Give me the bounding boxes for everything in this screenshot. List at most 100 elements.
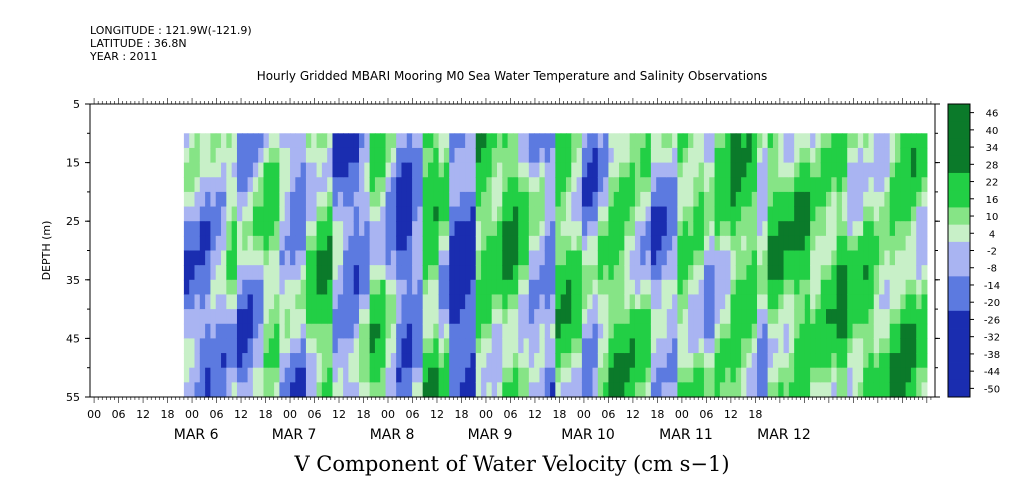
heatmap-cell (703, 133, 710, 149)
heatmap-cell (783, 353, 790, 369)
heatmap-cell (730, 265, 737, 281)
heatmap-cell (884, 323, 891, 339)
heatmap-cell (428, 353, 434, 369)
heatmap-cell (406, 323, 413, 339)
heatmap-cell (799, 162, 806, 178)
heatmap-cell (581, 206, 588, 222)
heatmap-cell (321, 367, 328, 383)
heatmap-cell (332, 294, 339, 310)
heatmap-cell (666, 279, 673, 296)
heatmap-cell (698, 133, 705, 149)
heatmap-cell (353, 162, 360, 178)
heatmap-cell (417, 265, 424, 281)
heatmap-cell (767, 235, 774, 252)
heatmap-cell (560, 235, 567, 252)
heatmap-cell (236, 323, 243, 339)
heatmap-cell (698, 206, 705, 222)
heatmap-cell (751, 309, 758, 325)
heatmap-cell (194, 309, 201, 325)
colorbar-label: 40 (986, 126, 999, 137)
heatmap-cell (905, 338, 912, 354)
heatmap-cell (300, 382, 307, 398)
heatmap-cell (597, 250, 604, 266)
heatmap-cell (873, 353, 880, 369)
heatmap-cell (565, 177, 572, 193)
heatmap-cell (661, 162, 668, 178)
heatmap-cell (640, 133, 647, 149)
heatmap-cell (634, 177, 641, 193)
heatmap-cell (820, 382, 827, 398)
heatmap-cell (401, 133, 408, 149)
heatmap-cell (672, 191, 679, 208)
heatmap-cell (295, 382, 302, 398)
heatmap-cell (507, 250, 514, 266)
heatmap-cell (390, 382, 397, 398)
heatmap-cell (783, 221, 790, 237)
heatmap-cell (512, 206, 519, 222)
heatmap-cell (316, 309, 323, 325)
heatmap-cell (449, 235, 456, 252)
heatmap-cell (778, 133, 785, 149)
heatmap-cell (443, 191, 450, 208)
heatmap-cell (428, 309, 434, 325)
heatmap-cell (327, 294, 334, 310)
heatmap-cell (475, 309, 482, 325)
heatmap-cell (316, 235, 323, 252)
heatmap-cell (465, 338, 472, 354)
heatmap-cell (613, 235, 620, 252)
heatmap-cell (454, 221, 461, 237)
heatmap-cell (316, 191, 323, 208)
heatmap-cell (189, 235, 196, 252)
heatmap-cell (422, 147, 429, 164)
heatmap-cell (231, 133, 238, 149)
heatmap-cell (465, 177, 472, 193)
heatmap-cell (380, 133, 387, 149)
heatmap-cell (597, 309, 604, 325)
heatmap-cell (725, 309, 732, 325)
heatmap-cell (879, 206, 885, 222)
heatmap-cell (428, 206, 434, 222)
heatmap-cell (555, 323, 562, 339)
heatmap-cell (762, 177, 769, 193)
heatmap-cell (221, 338, 227, 354)
heatmap-cell (868, 338, 875, 354)
heatmap-cell (672, 265, 679, 281)
heatmap-cell (210, 177, 217, 193)
heatmap-cell (725, 323, 732, 339)
heatmap-cell (900, 338, 907, 354)
heatmap-cell (210, 235, 217, 252)
heatmap-cell (905, 206, 912, 222)
heatmap-cell (290, 162, 296, 178)
heatmap-cell (507, 221, 514, 237)
heatmap-cell (640, 250, 647, 266)
heatmap-cell (231, 367, 238, 383)
heatmap-cell (688, 235, 694, 252)
heatmap-cell (337, 206, 344, 222)
heatmap-cell (305, 133, 312, 149)
heatmap-cell (921, 206, 928, 222)
heatmap-cell (544, 133, 551, 149)
heatmap-cell (502, 191, 509, 208)
heatmap-cell (863, 279, 870, 296)
heatmap-cell (799, 191, 806, 208)
heatmap-cell (847, 309, 854, 325)
heatmap-cell (428, 382, 434, 398)
heatmap-cell (252, 279, 259, 296)
metadata-block: LONGITUDE : 121.9W(-121.9) LATITUDE : 36… (90, 24, 252, 63)
heatmap-cell (390, 133, 397, 149)
heatmap-cell (274, 191, 281, 208)
year-label: YEAR : 2011 (90, 50, 158, 63)
heatmap-cell (868, 294, 875, 310)
heatmap-cell (534, 235, 541, 252)
heatmap-cell (226, 177, 233, 193)
heatmap-cell (252, 294, 259, 310)
heatmap-cell (369, 162, 376, 178)
heatmap-cell (443, 353, 450, 369)
heatmap-cell (857, 191, 864, 208)
heatmap-cell (698, 177, 705, 193)
heatmap-cell (910, 206, 917, 222)
heatmap-cell (751, 191, 758, 208)
heatmap-cell (682, 382, 689, 398)
heatmap-cell (767, 309, 774, 325)
heatmap-cell (857, 294, 864, 310)
